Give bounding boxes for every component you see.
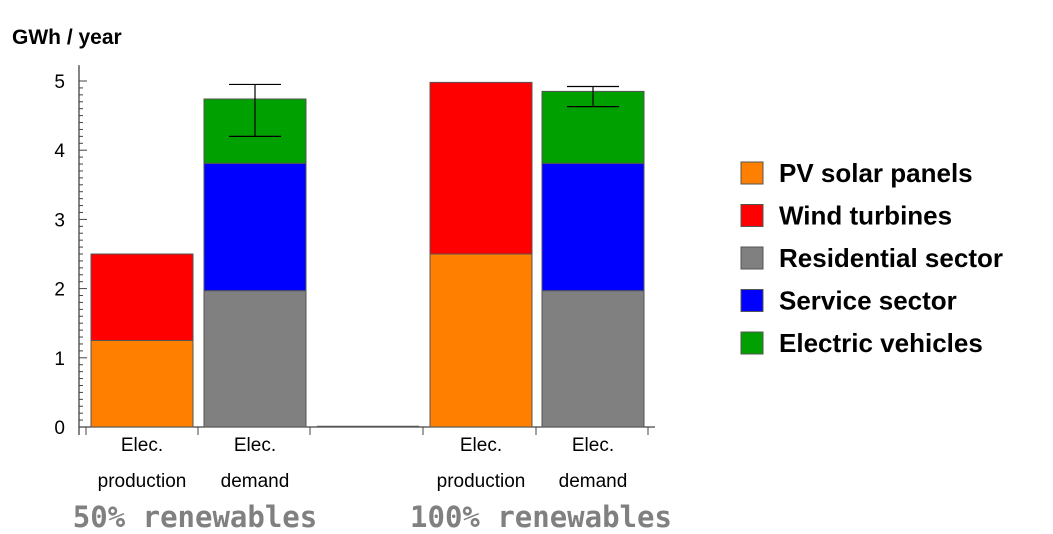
legend-label: Residential sector (779, 243, 1003, 273)
legend-swatch (740, 289, 764, 312)
bar-segment (541, 290, 645, 428)
legend-swatch (740, 331, 764, 355)
bar-segment (429, 81, 533, 255)
legend-label: Wind turbines (779, 201, 952, 231)
y-tick-label: 5 (54, 72, 65, 93)
category-label-line2: production (98, 471, 187, 492)
y-tick-label: 0 (54, 418, 65, 439)
group-label: 50% renewables (73, 500, 317, 534)
bar-segment (90, 253, 194, 341)
bar-segment (203, 290, 307, 428)
category-label-line1: Elec. (572, 435, 614, 456)
legend-swatch (740, 161, 764, 185)
error-bars (229, 83, 619, 137)
bar-segment (203, 162, 307, 292)
legend-label: Electric vehicles (779, 328, 983, 358)
legend-swatch (740, 246, 764, 270)
group-labels: 50% renewables 100% renewables (73, 500, 672, 534)
y-tick-label: 2 (54, 280, 65, 301)
category-label-line1: Elec. (121, 435, 163, 456)
y-tick-label: 3 (54, 210, 65, 231)
legend: PV solar panels Wind turbines Residential … (740, 158, 1003, 358)
legend-swatch (740, 204, 764, 227)
category-label-line1: Elec. (460, 435, 502, 456)
bar-segment (90, 340, 194, 428)
category-label-line2: demand (559, 471, 628, 492)
legend-label: Service sector (779, 286, 957, 316)
bar-segment (429, 253, 533, 428)
category-label-line2: production (437, 471, 526, 492)
group-label: 100% renewables (410, 500, 672, 534)
y-axis-label: GWh / year (12, 26, 122, 49)
bars (90, 81, 645, 428)
bar-segment (541, 162, 645, 292)
category-label-line2: demand (221, 471, 290, 492)
legend-label: PV solar panels (779, 158, 973, 188)
category-labels: Elec. production Elec. demand Elec. productio… (98, 435, 628, 492)
category-label-line1: Elec. (234, 435, 276, 456)
y-tick-label: 1 (54, 349, 65, 370)
y-tick-label: 4 (54, 141, 65, 162)
